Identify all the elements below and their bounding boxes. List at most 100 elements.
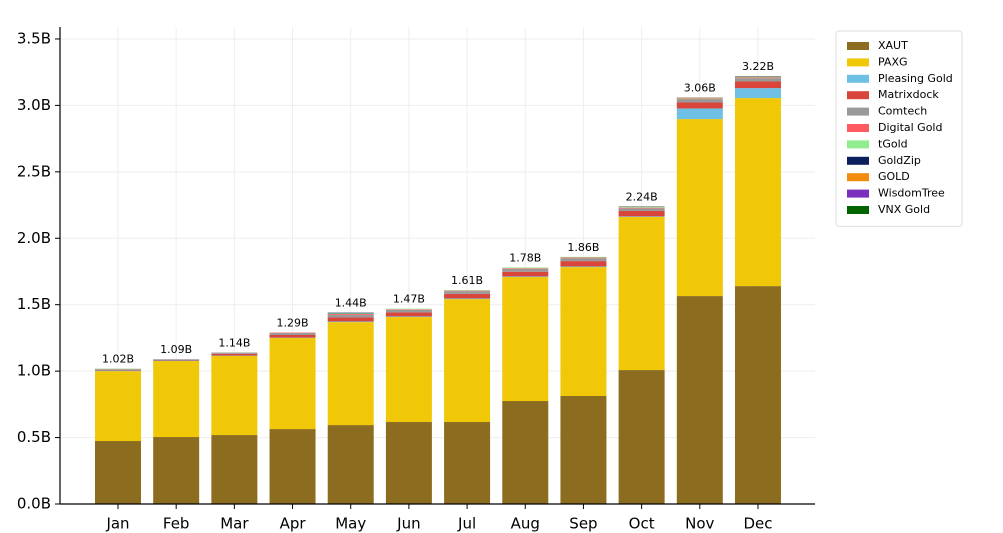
total-label: 1.61B bbox=[451, 274, 483, 287]
bar-segment bbox=[734, 98, 781, 287]
x-tick-label: Feb bbox=[163, 515, 190, 533]
bar-segment bbox=[385, 316, 432, 318]
legend-label: Pleasing Gold bbox=[878, 72, 953, 85]
bar-segment bbox=[502, 268, 549, 272]
bar-segment bbox=[153, 359, 200, 360]
bar-segment bbox=[269, 334, 316, 338]
legend-label: tGold bbox=[878, 137, 908, 150]
legend-swatch bbox=[847, 140, 869, 149]
bar-segment bbox=[560, 256, 607, 258]
bar-segment bbox=[153, 437, 200, 504]
bar-segment bbox=[269, 429, 316, 504]
bar-segment bbox=[327, 313, 374, 314]
legend-label: Digital Gold bbox=[878, 121, 942, 134]
y-tick-label: 1.0B bbox=[17, 362, 51, 380]
total-label: 1.14B bbox=[218, 337, 250, 350]
legend-label: WisdomTree bbox=[878, 187, 945, 200]
x-tick-label: Sep bbox=[569, 515, 597, 533]
legend-swatch bbox=[847, 206, 869, 214]
bar-segment bbox=[734, 78, 781, 82]
total-label: 1.29B bbox=[277, 317, 309, 330]
total-label: 1.78B bbox=[509, 251, 541, 264]
x-tick-label: Apr bbox=[280, 515, 307, 533]
bar-segment bbox=[618, 207, 665, 208]
legend-swatch bbox=[847, 91, 869, 100]
total-label: 1.02B bbox=[102, 352, 134, 365]
bar-segment bbox=[95, 441, 141, 504]
bar-segment bbox=[327, 321, 374, 323]
y-tick-label: 2.5B bbox=[17, 162, 51, 180]
x-tick-label: Jun bbox=[396, 515, 420, 533]
legend-swatch bbox=[847, 124, 869, 132]
legend-label: VNX Gold bbox=[878, 203, 930, 216]
bar-segment bbox=[327, 317, 374, 322]
legend-label: GOLD bbox=[878, 170, 910, 183]
bar-segment bbox=[444, 298, 491, 300]
bar-segment bbox=[676, 108, 723, 120]
legend-swatch bbox=[847, 42, 869, 50]
bar-segment bbox=[502, 276, 549, 278]
y-tick-label: 2.0B bbox=[17, 229, 51, 247]
bar-segment bbox=[618, 370, 665, 504]
y-tick-label: 3.0B bbox=[17, 96, 51, 114]
bar-segment bbox=[502, 401, 549, 504]
legend-swatch bbox=[847, 74, 869, 83]
bar-segment bbox=[327, 312, 374, 314]
bar-segment bbox=[502, 267, 549, 269]
bar-segment bbox=[618, 208, 665, 212]
bar-segment bbox=[502, 277, 549, 402]
bar-segment bbox=[734, 77, 781, 79]
y-tick-label: 0.0B bbox=[17, 495, 51, 513]
bar-segment bbox=[676, 97, 723, 99]
bar-segment bbox=[618, 217, 665, 371]
x-tick-label: Oct bbox=[629, 515, 655, 533]
x-tick-label: May bbox=[335, 515, 366, 533]
total-label: 1.09B bbox=[160, 343, 192, 356]
total-label: 3.06B bbox=[684, 81, 716, 94]
bar-segment bbox=[560, 267, 607, 396]
legend-swatch bbox=[847, 156, 869, 165]
total-label: 1.86B bbox=[567, 241, 599, 254]
bar-segment bbox=[385, 312, 432, 317]
bar-segment bbox=[327, 313, 374, 315]
bar-segment bbox=[560, 395, 607, 504]
y-tick-label: 1.5B bbox=[17, 295, 51, 313]
bar-segment bbox=[560, 261, 607, 267]
bar-segment bbox=[211, 355, 258, 436]
bar-segment bbox=[95, 369, 141, 371]
total-label: 2.24B bbox=[626, 190, 658, 203]
bar-segment bbox=[444, 293, 491, 299]
bar-segment bbox=[502, 271, 549, 277]
bar-segment bbox=[560, 266, 607, 268]
bar-segment bbox=[618, 207, 665, 209]
bar-segment bbox=[502, 268, 549, 269]
bar-segment bbox=[560, 258, 607, 262]
bar-segment bbox=[385, 309, 432, 313]
legend-label: PAXG bbox=[878, 55, 908, 68]
bar-segment bbox=[444, 290, 491, 292]
bar-segment bbox=[385, 308, 432, 310]
bar-segment bbox=[327, 322, 374, 426]
legend-label: Matrixdock bbox=[878, 88, 939, 101]
bar-segment bbox=[676, 119, 723, 297]
x-tick-label: Nov bbox=[685, 515, 714, 533]
bar-segment bbox=[95, 369, 141, 370]
x-tick-label: Jan bbox=[105, 515, 129, 533]
bar-segment bbox=[444, 422, 491, 504]
bar-segment bbox=[153, 360, 200, 362]
legend-label: XAUT bbox=[878, 39, 908, 52]
bar-segment bbox=[618, 211, 665, 217]
total-label: 1.44B bbox=[335, 297, 367, 310]
bar-segment bbox=[211, 435, 258, 504]
y-tick-label: 0.5B bbox=[17, 428, 51, 446]
bar-segment bbox=[734, 286, 781, 504]
bar-segment bbox=[734, 88, 781, 99]
bar-segment bbox=[211, 352, 258, 354]
bar-segment bbox=[676, 98, 723, 100]
bar-segment bbox=[269, 338, 316, 430]
bar-segment bbox=[385, 309, 432, 310]
bar-segment bbox=[560, 257, 607, 259]
bar-segment bbox=[676, 99, 723, 103]
legend-swatch bbox=[847, 173, 869, 182]
legend-label: Comtech bbox=[878, 105, 927, 118]
